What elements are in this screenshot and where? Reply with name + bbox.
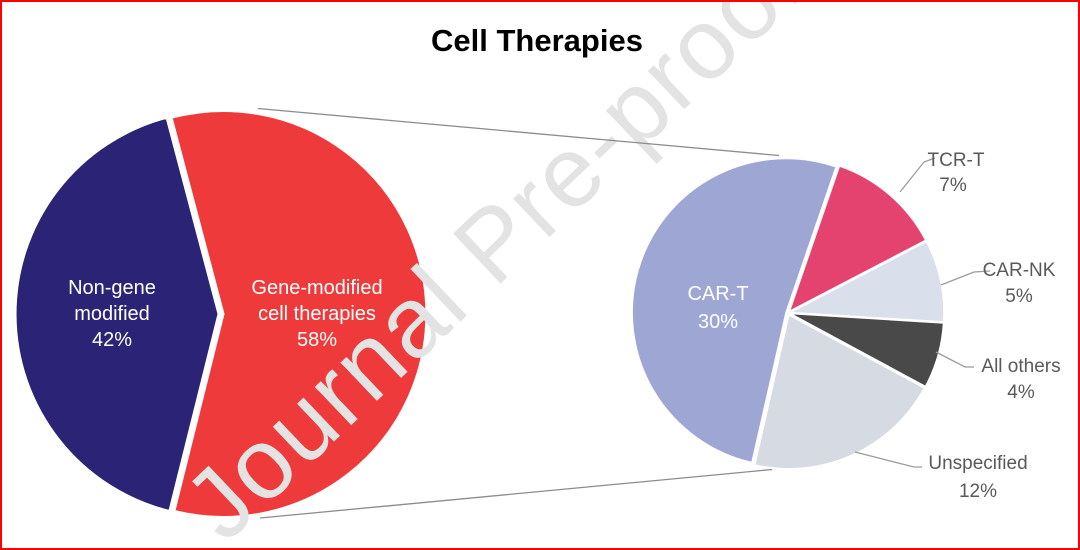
- label-car-t: CAR-T 30%: [687, 283, 748, 333]
- label-car-nk: CAR-NK 5%: [983, 260, 1056, 307]
- label-value: 4%: [1007, 382, 1035, 403]
- slice-tcr-t: [788, 165, 927, 313]
- label-tcr-t: TCR-T 7%: [928, 150, 985, 196]
- slice-unspecified: [753, 314, 926, 470]
- label-all-others: All others 4%: [981, 356, 1060, 403]
- connector-line-top: [257, 107, 780, 157]
- label-value: 7%: [939, 175, 967, 196]
- leader-line-unspecified: [854, 451, 922, 468]
- label-line: modified: [74, 303, 150, 325]
- label-value: 42%: [92, 329, 132, 351]
- slice-car-t: [631, 157, 837, 464]
- slice-car-nk: [789, 240, 945, 323]
- label-line: All others: [981, 356, 1060, 377]
- slice-all-others: [789, 312, 945, 388]
- label-line: cell therapies: [258, 303, 376, 325]
- label-line: TCR-T: [928, 150, 985, 171]
- label-line: Non-gene: [68, 277, 156, 299]
- leader-line-car-nk: [940, 270, 991, 286]
- label-line: CAR-NK: [983, 260, 1056, 281]
- leader-line-tcr-t: [899, 157, 936, 193]
- label-value: 5%: [1005, 286, 1033, 307]
- chart-title: Cell Therapies: [431, 23, 643, 58]
- label-value: 30%: [698, 311, 738, 333]
- label-line: CAR-T: [687, 283, 748, 305]
- slice-non-gene-modified: [14, 116, 220, 512]
- pie-overview: [14, 110, 428, 518]
- pie-breakdown: [631, 157, 945, 470]
- label-non-gene-modified: Non-gene modified 42%: [68, 277, 156, 351]
- connector-line-bottom: [259, 468, 773, 519]
- label-value: 12%: [959, 481, 997, 502]
- leader-line-all-others: [935, 351, 974, 368]
- label-value: 58%: [297, 329, 337, 351]
- label-unspecified: Unspecified 12%: [928, 453, 1027, 502]
- label-line: Gene-modified: [251, 277, 382, 299]
- label-line: Unspecified: [928, 453, 1027, 474]
- slice-gene-modified-cell-therapies: [170, 110, 428, 518]
- label-gene-modified: Gene-modified cell therapies 58%: [251, 277, 382, 351]
